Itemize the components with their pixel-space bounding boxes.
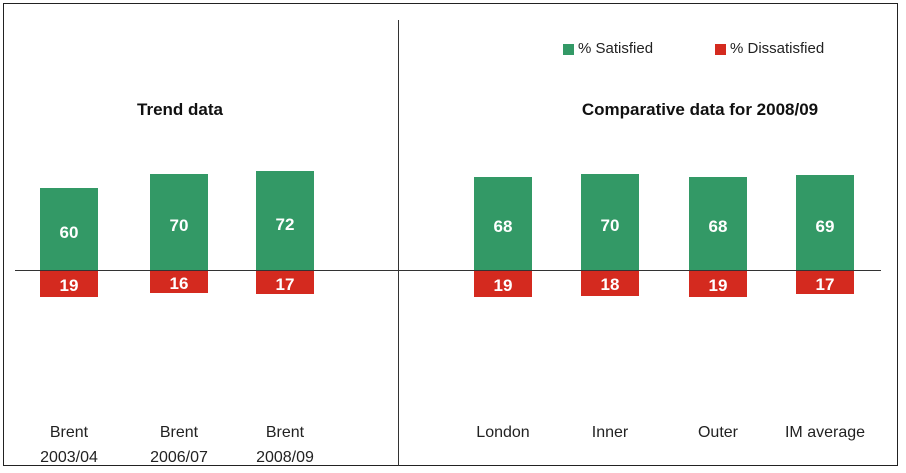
x-tick-label: IM average: [784, 424, 866, 441]
data-label: 70: [169, 216, 189, 236]
x-tick-label: Brent 2003/04: [40, 424, 98, 466]
bar: [689, 176, 747, 270]
bar: [581, 271, 639, 296]
bar: [474, 271, 532, 298]
data-label: 16: [169, 273, 189, 293]
bar: [689, 271, 747, 298]
x-tick-label: Inner: [591, 424, 629, 441]
data-label: 19: [59, 276, 79, 295]
data-label: 17: [815, 274, 835, 294]
panel-title: Trend data: [137, 100, 223, 119]
data-label: 68: [493, 217, 513, 237]
data-label: 68: [708, 217, 728, 237]
bar: [40, 271, 98, 298]
bar: [256, 271, 314, 295]
x-tick-label: Outer: [697, 424, 738, 441]
data-label: 70: [600, 216, 620, 236]
legend-label: % Satisfied: [578, 40, 654, 57]
data-label: 60: [59, 222, 79, 242]
data-label: 18: [600, 275, 620, 295]
bar: [796, 175, 854, 270]
legend-label: % Dissatisfied: [730, 40, 825, 57]
legend-swatch: [715, 44, 726, 55]
bar: [150, 174, 208, 270]
legend-swatch: [563, 44, 574, 55]
x-tick-label: Brent 2006/07: [150, 424, 208, 466]
data-label: 69: [815, 216, 835, 236]
data-label: 19: [493, 276, 513, 295]
x-tick-label: London: [476, 424, 530, 441]
bar: [256, 171, 314, 270]
data-label: 19: [708, 276, 728, 295]
bar: [150, 271, 208, 293]
x-tick-label: Brent 2008/09: [256, 424, 314, 466]
panel-title: Comparative data for 2008/09: [581, 100, 819, 119]
data-label: 17: [275, 274, 295, 294]
divider: [398, 20, 399, 466]
bar: [40, 187, 98, 270]
baseline: [15, 270, 881, 271]
bar: [581, 174, 639, 270]
frame: [3, 3, 898, 466]
bar: [796, 271, 854, 295]
data-label: 72: [275, 214, 295, 234]
bar: [474, 176, 532, 270]
